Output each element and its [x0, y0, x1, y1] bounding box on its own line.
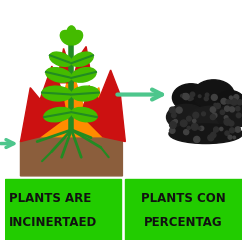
Circle shape: [181, 120, 187, 127]
Circle shape: [184, 129, 189, 135]
Circle shape: [187, 126, 190, 129]
Circle shape: [169, 107, 175, 113]
Circle shape: [231, 99, 237, 105]
Circle shape: [210, 114, 215, 120]
Circle shape: [202, 112, 205, 116]
Circle shape: [193, 119, 196, 122]
Circle shape: [237, 100, 242, 105]
Circle shape: [173, 110, 176, 113]
Ellipse shape: [217, 104, 242, 128]
Ellipse shape: [169, 124, 242, 144]
Circle shape: [229, 96, 233, 99]
Ellipse shape: [172, 84, 210, 111]
Circle shape: [191, 97, 193, 100]
Circle shape: [183, 93, 189, 100]
Circle shape: [230, 107, 233, 110]
Circle shape: [212, 94, 217, 100]
Circle shape: [228, 135, 232, 139]
Polygon shape: [21, 66, 67, 142]
Circle shape: [225, 106, 230, 111]
Circle shape: [205, 93, 209, 97]
Ellipse shape: [46, 68, 72, 82]
Circle shape: [230, 107, 234, 112]
Ellipse shape: [71, 86, 99, 101]
Circle shape: [182, 94, 187, 98]
Circle shape: [225, 131, 229, 135]
Circle shape: [221, 98, 227, 104]
Ellipse shape: [50, 52, 72, 66]
Circle shape: [229, 121, 234, 126]
Ellipse shape: [42, 86, 71, 101]
Circle shape: [174, 120, 177, 123]
Polygon shape: [57, 48, 73, 83]
Ellipse shape: [67, 26, 76, 44]
Circle shape: [204, 97, 208, 101]
Circle shape: [193, 112, 199, 118]
Circle shape: [176, 107, 182, 113]
Ellipse shape: [216, 91, 242, 114]
Circle shape: [233, 136, 235, 139]
Circle shape: [172, 113, 176, 118]
Text: INCINERTAED: INCINERTAED: [9, 216, 97, 229]
Ellipse shape: [166, 104, 206, 130]
Circle shape: [187, 116, 191, 121]
Polygon shape: [73, 46, 91, 78]
Polygon shape: [40, 68, 106, 137]
Ellipse shape: [187, 106, 234, 134]
Circle shape: [224, 116, 228, 120]
Polygon shape: [21, 122, 122, 176]
Circle shape: [172, 121, 174, 123]
Circle shape: [181, 95, 183, 97]
Circle shape: [170, 122, 176, 128]
Circle shape: [188, 96, 192, 100]
Bar: [125, 179, 242, 240]
Circle shape: [169, 128, 175, 133]
Text: PLANTS ARE: PLANTS ARE: [9, 192, 91, 205]
Circle shape: [200, 126, 204, 130]
Text: PLANTS CON: PLANTS CON: [141, 192, 226, 205]
Circle shape: [208, 135, 214, 141]
Ellipse shape: [71, 68, 96, 82]
Circle shape: [198, 127, 201, 130]
Ellipse shape: [68, 30, 83, 45]
Circle shape: [215, 103, 220, 108]
Circle shape: [212, 113, 217, 118]
Circle shape: [235, 127, 241, 132]
Ellipse shape: [60, 30, 75, 45]
Circle shape: [234, 95, 239, 99]
Circle shape: [220, 110, 225, 114]
Circle shape: [229, 128, 234, 133]
Ellipse shape: [71, 107, 97, 122]
Polygon shape: [81, 70, 125, 142]
Circle shape: [214, 103, 217, 106]
Circle shape: [214, 127, 219, 132]
Circle shape: [236, 113, 241, 118]
Circle shape: [224, 118, 231, 125]
Bar: [5, 179, 121, 240]
Circle shape: [210, 107, 216, 112]
Ellipse shape: [71, 52, 93, 66]
Circle shape: [214, 130, 216, 132]
Circle shape: [191, 123, 198, 130]
Circle shape: [198, 95, 201, 98]
Circle shape: [226, 100, 230, 104]
Circle shape: [190, 92, 195, 97]
Ellipse shape: [193, 80, 234, 109]
Circle shape: [219, 127, 223, 131]
Circle shape: [236, 106, 240, 111]
Circle shape: [229, 101, 232, 104]
Circle shape: [194, 136, 200, 143]
Circle shape: [211, 132, 216, 138]
Text: PERCENTAG: PERCENTAG: [144, 216, 223, 229]
Ellipse shape: [44, 107, 71, 122]
